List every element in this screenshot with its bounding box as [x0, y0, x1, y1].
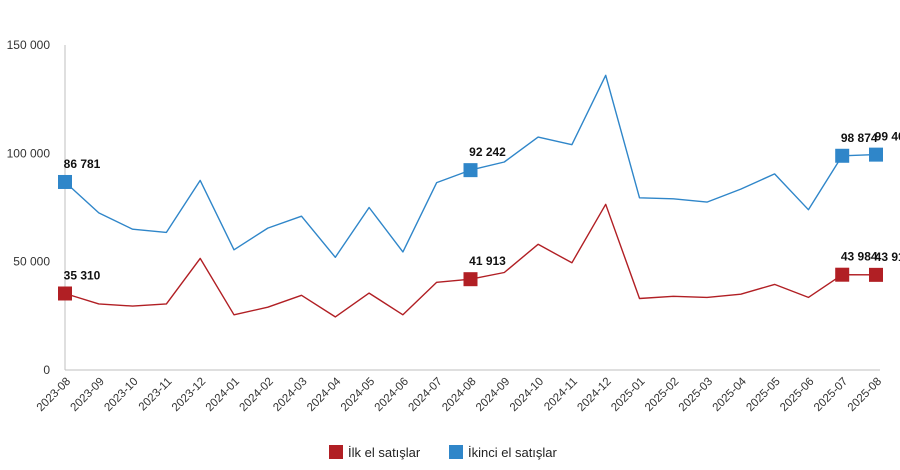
x-tick-label: 2024-06 — [373, 376, 411, 414]
y-tick-label: 50 000 — [13, 255, 50, 269]
x-tick-label: 2025-07 — [812, 376, 850, 414]
x-tick-label: 2024-01 — [204, 376, 242, 414]
y-axis-ticks: 0 50 000 100 000 150 000 — [7, 38, 51, 377]
data-label: 99 403 — [875, 130, 900, 144]
series-marker — [869, 267, 883, 282]
series-markers — [58, 147, 883, 301]
x-tick-label: 2024-12 — [575, 376, 613, 414]
legend-label: İlk el satışlar — [348, 445, 421, 460]
x-tick-label: 2024-10 — [508, 376, 546, 414]
x-tick-label: 2024-07 — [406, 376, 444, 414]
series-marker — [58, 174, 72, 189]
series-marker — [463, 272, 478, 287]
legend-swatch — [449, 445, 463, 459]
series-marker — [869, 147, 883, 162]
x-tick-label: 2024-02 — [238, 376, 276, 414]
x-tick-label: 2024-11 — [542, 376, 580, 414]
data-label: 35 310 — [64, 268, 101, 282]
x-tick-label: 2024-05 — [339, 376, 377, 414]
y-tick-label: 100 000 — [7, 146, 51, 160]
x-tick-label: 2024-08 — [440, 376, 478, 414]
x-tick-label: 2024-04 — [305, 375, 344, 414]
x-tick-label: 2025-08 — [846, 376, 884, 414]
x-tick-label: 2023-11 — [137, 376, 175, 414]
x-axis-ticks: 2023-082023-092023-102023-112023-122024-… — [35, 375, 884, 414]
x-tick-label: 2025-04 — [711, 375, 750, 414]
x-tick-label: 2025-02 — [643, 376, 681, 414]
legend-label: İkinci el satışlar — [468, 445, 558, 460]
data-label: 43 916 — [875, 250, 900, 264]
data-label: 98 874 — [841, 131, 878, 145]
legend-swatch — [329, 445, 343, 459]
legend: İlk el satışlar İkinci el satışlar — [329, 445, 558, 460]
data-label: 92 242 — [469, 145, 506, 159]
series-marker — [835, 148, 850, 163]
y-tick-label: 150 000 — [7, 38, 51, 52]
data-label: 43 984 — [841, 250, 878, 264]
series-marker — [835, 267, 850, 282]
x-tick-label: 2025-06 — [778, 376, 816, 414]
data-label: 41 913 — [469, 254, 506, 268]
x-tick-label: 2023-10 — [102, 376, 140, 414]
series-marker — [463, 163, 478, 178]
x-tick-label: 2025-03 — [677, 376, 715, 414]
x-tick-label: 2023-12 — [170, 376, 208, 414]
x-tick-label: 2025-05 — [744, 376, 782, 414]
x-tick-label: 2023-08 — [35, 376, 73, 414]
y-tick-label: 0 — [43, 363, 50, 377]
x-tick-label: 2024-09 — [474, 376, 512, 414]
x-tick-label: 2024-03 — [271, 376, 309, 414]
axes — [64, 45, 880, 371]
data-label: 86 781 — [64, 157, 101, 171]
x-tick-label: 2025-01 — [609, 376, 647, 414]
series-marker — [58, 286, 72, 301]
x-tick-label: 2023-09 — [69, 376, 107, 414]
